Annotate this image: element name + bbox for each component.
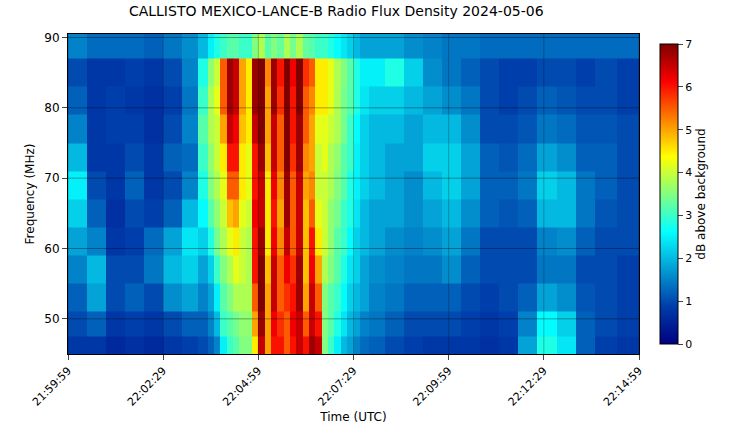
svg-text:2: 2 [685,252,692,265]
svg-text:22:12:29: 22:12:29 [506,365,550,409]
svg-text:3: 3 [685,209,692,222]
svg-text:22:07:29: 22:07:29 [315,365,359,409]
svg-text:70: 70 [44,171,59,185]
svg-text:22:04:59: 22:04:59 [220,365,264,409]
svg-text:0: 0 [685,338,692,351]
svg-text:6: 6 [685,81,692,94]
svg-text:4: 4 [685,166,692,179]
svg-text:Frequency (MHz): Frequency (MHz) [23,144,37,245]
svg-text:Time (UTC): Time (UTC) [319,410,386,424]
svg-text:50: 50 [44,312,59,326]
svg-text:90: 90 [44,31,59,45]
svg-text:22:14:59: 22:14:59 [601,365,645,409]
svg-text:1: 1 [685,295,692,308]
svg-text:CALLISTO MEXICO-LANCE-B Radio: CALLISTO MEXICO-LANCE-B Radio Flux Densi… [129,3,544,19]
svg-text:60: 60 [44,242,59,256]
svg-text:21:59:59: 21:59:59 [30,365,74,409]
svg-text:22:09:59: 22:09:59 [411,365,455,409]
svg-text:80: 80 [44,101,59,115]
svg-text:5: 5 [685,124,692,137]
svg-text:dB above background: dB above background [694,128,708,259]
svg-text:22:02:29: 22:02:29 [125,365,169,409]
svg-text:7: 7 [685,38,692,51]
